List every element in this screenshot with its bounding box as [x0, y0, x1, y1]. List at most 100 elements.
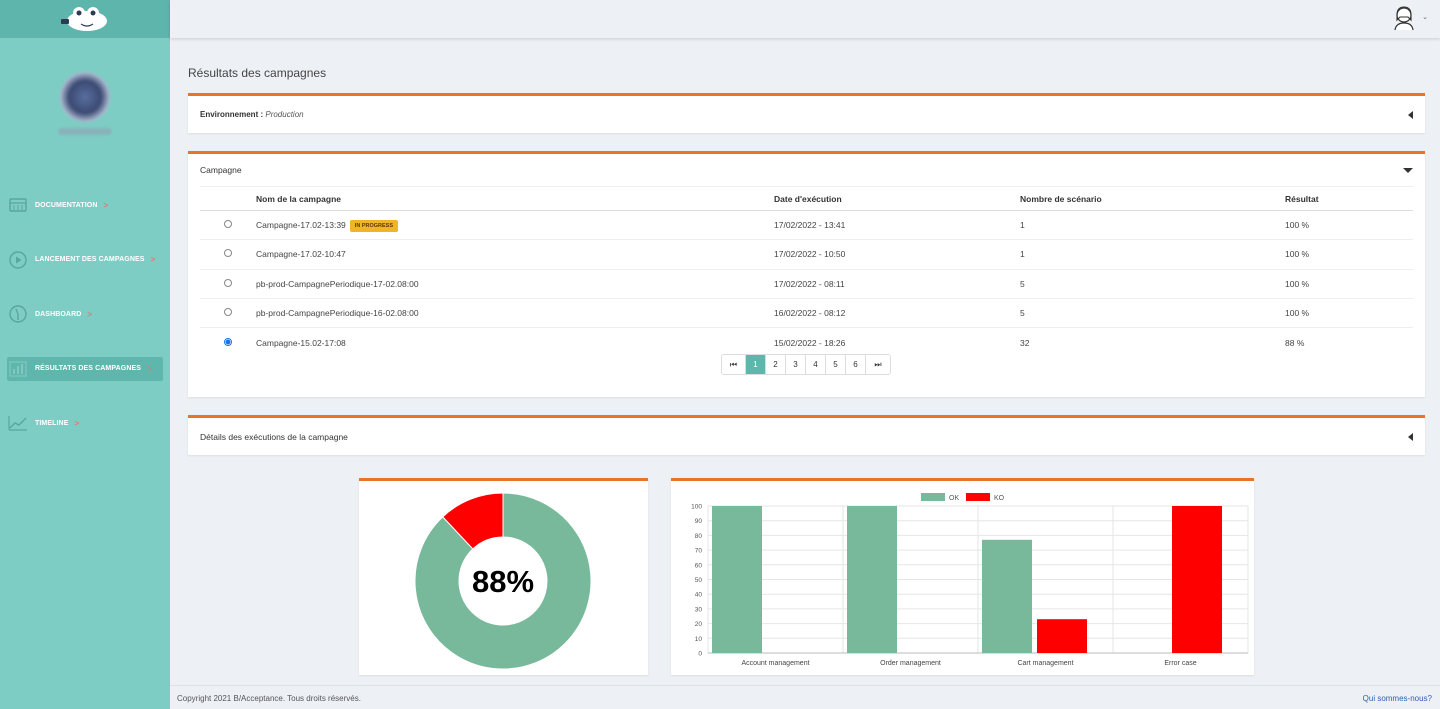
row-radio[interactable]	[224, 249, 232, 258]
table-row[interactable]: pb-prod-CampagnePeriodique-16-02.08:00 1…	[200, 297, 1413, 328]
line-chart-icon	[7, 412, 29, 434]
row-radio[interactable]	[224, 308, 232, 317]
execution-date: 17/02/2022 - 13:41	[774, 209, 1020, 240]
column-header: Date d'exécution	[774, 186, 1020, 211]
chevron-right-icon: >	[147, 364, 152, 373]
table-row[interactable]: Campagne-17.02-13:39 IN PROGRESS 17/02/20…	[200, 209, 1413, 240]
campaign-name: Campagne-17.02-10:47	[256, 239, 774, 270]
sidebar-item-documentation[interactable]: DOCUMENTATION >	[7, 193, 163, 217]
y-tick-label: 70	[695, 548, 703, 555]
gauge-icon	[7, 303, 29, 325]
result-value: 88 %	[1285, 327, 1413, 357]
y-tick-label: 20	[695, 621, 703, 628]
environment-panel: Environnement : Production	[188, 93, 1425, 133]
row-radio-selected[interactable]	[224, 337, 232, 346]
donut-slice-ko	[442, 492, 504, 550]
sidebar-item-lancement[interactable]: LANCEMENT DES CAMPAGNES >	[7, 248, 163, 272]
page-button-6[interactable]: 6	[846, 355, 866, 374]
user-avatar-icon[interactable]	[1392, 5, 1416, 31]
sidebar-item-timeline[interactable]: TIMELINE >	[7, 411, 163, 435]
bar-ok	[982, 539, 1032, 653]
y-tick-label: 10	[695, 636, 703, 643]
legend-label-ok: OK	[949, 495, 959, 502]
campaign-title: Campagne	[200, 165, 242, 175]
bar-ok	[847, 506, 897, 653]
table-row[interactable]: Campagne-17.02-10:47 17/02/2022 - 10:50 …	[200, 239, 1413, 270]
y-tick-label: 50	[695, 577, 703, 584]
bar-chart-card: OK KO 0 10 20 30 40 50 60 70 80 90 100 Account manage…	[671, 478, 1254, 675]
result-value: 100 %	[1285, 239, 1413, 270]
sidebar-item-dashboard[interactable]: DASHBOARD >	[7, 302, 163, 326]
sidebar: DOCUMENTATION > LANCEMENT DES CAMPAGNES …	[0, 0, 170, 709]
bar-ko	[1037, 619, 1087, 653]
footer: Copyright 2021 B/Acceptance. Tous droits…	[170, 685, 1440, 709]
chevron-right-icon: >	[87, 309, 93, 319]
row-radio[interactable]	[224, 220, 232, 229]
calendar-icon	[7, 194, 29, 216]
y-tick-label: 0	[698, 651, 702, 658]
table-header-row: Nom de la campagne Date d'exécution Nomb…	[200, 186, 1413, 211]
scenario-count: 5	[1020, 268, 1285, 299]
campaign-name: Campagne-15.02-17:08	[256, 327, 774, 357]
scenario-count: 1	[1020, 209, 1285, 240]
chevron-right-icon: >	[150, 255, 156, 264]
page-button-3[interactable]: 3	[786, 355, 806, 374]
table-row[interactable]: pb-prod-CampagnePeriodique-17-02.08:00 1…	[200, 268, 1413, 299]
row-radio[interactable]	[224, 278, 232, 287]
result-value: 100 %	[1285, 268, 1413, 299]
scenario-count: 1	[1020, 239, 1285, 270]
profile-name-blurred	[58, 128, 112, 135]
page-button-1[interactable]: 1	[746, 355, 766, 374]
collapse-left-icon[interactable]	[1408, 432, 1413, 441]
legend-swatch-ko	[966, 493, 990, 501]
sidebar-item-label: TIMELINE	[35, 419, 69, 427]
top-bar: ⌄	[170, 0, 1440, 38]
campaign-name: Campagne-17.02-13:39	[256, 220, 346, 231]
result-value: 100 %	[1285, 297, 1413, 328]
x-tick-label: Account management	[741, 660, 809, 667]
sidebar-item-resultats[interactable]: RÉSULTATS DES CAMPAGNES >	[7, 356, 163, 381]
page-button-5[interactable]: 5	[826, 355, 846, 374]
y-tick-label: 60	[695, 562, 703, 569]
campaign-name: pb-prod-CampagnePeriodique-17-02.08:00	[256, 268, 774, 299]
legend-label-ko: KO	[994, 495, 1005, 502]
y-tick-label: 80	[695, 533, 703, 540]
y-tick-label: 90	[695, 518, 703, 525]
profile-avatar	[60, 72, 110, 122]
first-page-button[interactable]: ⏮	[722, 355, 746, 374]
bar-chart: OK KO 0 10 20 30 40 50 60 70 80 90 100 Account manage…	[691, 493, 1249, 667]
execution-date: 16/02/2022 - 08:12	[774, 297, 1020, 328]
campaign-header[interactable]: Campagne	[188, 154, 1425, 186]
x-tick-label: Cart management	[1017, 660, 1073, 667]
execution-date: 17/02/2022 - 10:50	[774, 239, 1020, 270]
about-link[interactable]: Qui sommes-nous?	[1362, 694, 1432, 703]
last-page-button[interactable]: ⏭	[866, 355, 890, 374]
column-header: Nom de la campagne	[256, 186, 774, 211]
details-header[interactable]: Détails des exécutions de la campagne	[188, 418, 1425, 455]
y-tick-label: 100	[691, 504, 702, 511]
result-value: 100 %	[1285, 209, 1413, 240]
chevron-right-icon: >	[74, 418, 80, 428]
sidebar-item-label: DASHBOARD	[35, 310, 82, 318]
bar-ok	[712, 506, 762, 653]
page-button-4[interactable]: 4	[806, 355, 826, 374]
logo-icon[interactable]	[57, 4, 113, 34]
table-row[interactable]: Campagne-15.02-17:08 15/02/2022 - 18:26 …	[200, 327, 1413, 357]
collapse-left-icon[interactable]	[1408, 110, 1413, 119]
sidebar-header	[0, 0, 170, 38]
campaign-name: pb-prod-CampagnePeriodique-16-02.08:00	[256, 297, 774, 328]
bar-chart-icon	[7, 358, 29, 380]
collapse-down-icon[interactable]	[1403, 167, 1413, 173]
page-button-2[interactable]: 2	[766, 355, 786, 374]
environment-header[interactable]: Environnement : Production	[188, 96, 1425, 133]
scenario-count: 5	[1020, 297, 1285, 328]
donut-center-label: 88%	[472, 564, 534, 599]
legend-swatch-ok	[921, 493, 945, 501]
sidebar-nav: DOCUMENTATION > LANCEMENT DES CAMPAGNES …	[7, 193, 163, 466]
environment-label: Environnement :	[200, 110, 264, 119]
campaign-panel: Campagne Nom de la campagne Date d'exécu…	[188, 151, 1425, 397]
chevron-down-icon[interactable]: ⌄	[1422, 14, 1428, 21]
chevron-right-icon: >	[103, 200, 109, 210]
scenario-count: 32	[1020, 327, 1285, 357]
bar-ko	[1172, 506, 1222, 653]
